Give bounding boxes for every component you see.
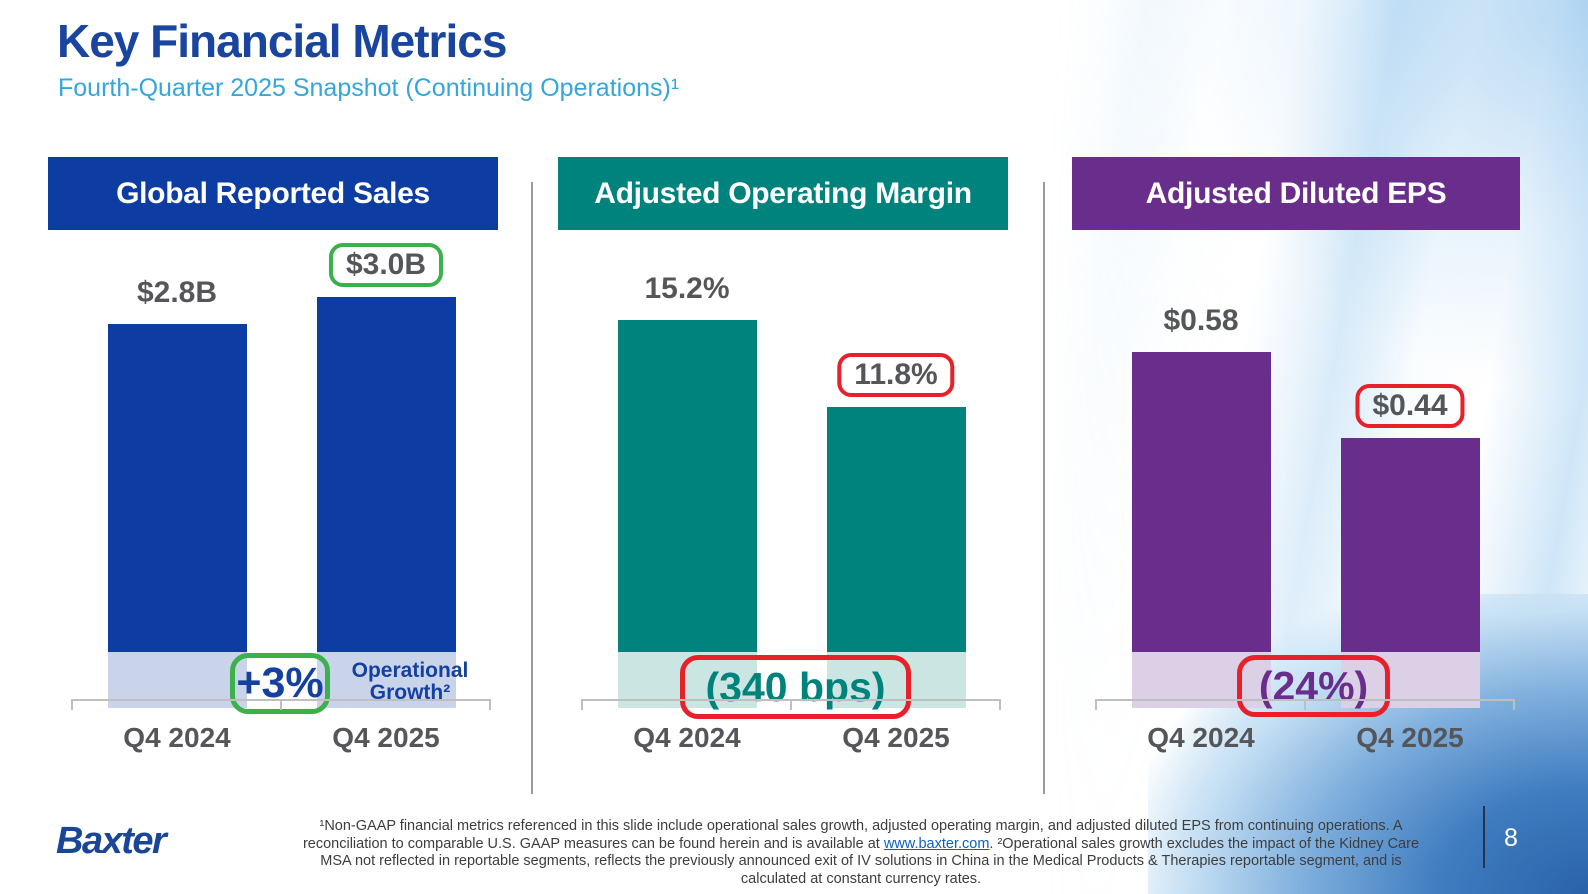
chart-title-global-reported-sales: Global Reported Sales bbox=[48, 157, 498, 230]
baxter-logo: Baxter bbox=[56, 820, 167, 862]
page-title: Key Financial Metrics bbox=[57, 15, 507, 67]
chart-plot-area: $2.8B $3.0B +3% Operational Growth² bbox=[48, 230, 498, 714]
axis-tick bbox=[1095, 701, 1097, 710]
category-label-q4-2024: Q4 2024 bbox=[1147, 722, 1255, 753]
category-axis bbox=[1095, 699, 1515, 710]
value-label-q4-2024: 15.2% bbox=[644, 271, 730, 305]
value-label-q4-2024: $2.8B bbox=[136, 275, 218, 309]
value-label-q4-2025-highlighted: 11.8% bbox=[837, 352, 955, 397]
chart-panel-adjusted-diluted-eps: Adjusted Diluted EPS $0.58 $0.44 (24%) Q… bbox=[1072, 157, 1520, 802]
growth-callout: +3% bbox=[230, 653, 330, 714]
bar-q4-2025 bbox=[1341, 438, 1480, 708]
axis-tick bbox=[1304, 701, 1306, 710]
chart-title-adjusted-operating-margin: Adjusted Operating Margin bbox=[558, 157, 1008, 230]
axis-tick bbox=[71, 701, 73, 710]
page-subtitle: Fourth-Quarter 2025 Snapshot (Continuing… bbox=[58, 74, 680, 102]
page-number: 8 bbox=[1504, 824, 1518, 852]
panel-divider bbox=[531, 182, 533, 794]
value-label-q4-2025-highlighted: $0.44 bbox=[1355, 383, 1465, 428]
footnote-text-after-link: . ²Operational sales growth excludes the… bbox=[320, 835, 1420, 888]
chart-panel-adjusted-operating-margin: Adjusted Operating Margin 15.2% 11.8% (3… bbox=[558, 157, 1008, 802]
chart-title-adjusted-diluted-eps: Adjusted Diluted EPS bbox=[1072, 157, 1520, 230]
bar-q4-2024 bbox=[618, 320, 757, 708]
bar-band-overlay bbox=[317, 652, 456, 708]
category-label-q4-2025: Q4 2025 bbox=[1356, 722, 1464, 753]
footnote-text-before-link: ¹Non-GAAP financial metrics referenced i… bbox=[302, 818, 1403, 852]
axis-tick bbox=[1513, 701, 1515, 710]
category-label-q4-2025: Q4 2025 bbox=[842, 722, 950, 753]
footnote: ¹Non-GAAP financial metrics referenced i… bbox=[296, 818, 1426, 889]
axis-tick bbox=[790, 701, 792, 710]
chart-plot-area: 15.2% 11.8% (340 bps) bbox=[558, 230, 1008, 719]
bar-q4-2025 bbox=[317, 297, 456, 708]
category-label-q4-2025: Q4 2025 bbox=[332, 722, 440, 753]
category-label-q4-2024: Q4 2024 bbox=[633, 722, 741, 753]
chart-plot-area: $0.58 $0.44 (24%) bbox=[1072, 230, 1520, 717]
axis-tick bbox=[489, 701, 491, 710]
axis-tick bbox=[999, 701, 1001, 710]
category-label-q4-2024: Q4 2024 bbox=[123, 722, 231, 753]
category-axis bbox=[71, 699, 491, 710]
growth-callout-note: Operational Growth² bbox=[351, 658, 469, 704]
baxter-website-link[interactable]: www.baxter.com bbox=[883, 835, 990, 852]
category-axis bbox=[581, 699, 1001, 710]
value-label-q4-2024: $0.58 bbox=[1163, 303, 1239, 337]
page-number-divider bbox=[1483, 806, 1485, 868]
value-label-q4-2025-highlighted: $3.0B bbox=[328, 242, 444, 287]
bar-q4-2024 bbox=[108, 324, 247, 708]
panel-divider bbox=[1043, 182, 1045, 794]
axis-tick bbox=[581, 701, 583, 710]
bar-band-overlay bbox=[1341, 652, 1480, 708]
chart-panel-global-reported-sales: Global Reported Sales $2.8B $3.0B +3% Op… bbox=[48, 157, 498, 802]
axis-tick bbox=[280, 701, 282, 710]
bar-band-overlay bbox=[108, 652, 247, 708]
